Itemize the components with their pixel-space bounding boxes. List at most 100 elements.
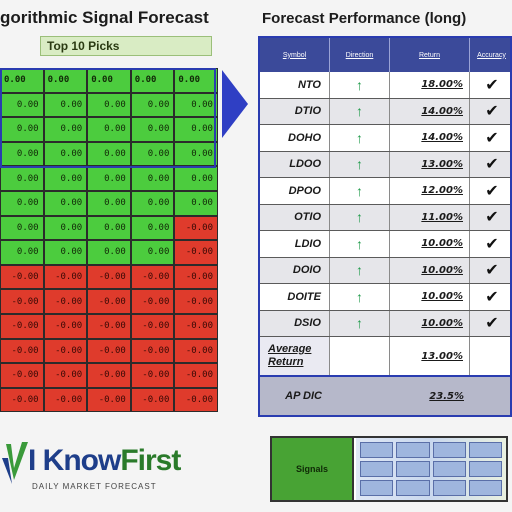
row-symbol: NTO (260, 72, 330, 98)
table-row[interactable]: DTIO ↑ 14.00% ✔ (260, 98, 510, 125)
grid-cell: 0.00 (43, 92, 88, 118)
grid-cell: 0.00 (0, 141, 44, 167)
grid-cell: 0.00 (174, 117, 218, 142)
row-return: 10.00% (390, 284, 470, 310)
header-return[interactable]: Return (390, 38, 470, 72)
grid-cell: 0.00 (87, 240, 131, 265)
grid-cell: 0.00 (0, 190, 44, 216)
preview-thumbnail[interactable]: Signals (270, 436, 508, 502)
grid-cell: -0.00 (130, 313, 175, 339)
summary-label: Average Return (260, 337, 330, 375)
grid-cell: 0.00 (130, 92, 175, 118)
row-symbol: DSIO (260, 310, 330, 336)
grid-cell: -0.00 (174, 289, 218, 314)
grid-cell: 0.00 (174, 141, 218, 167)
arrow-up-icon: ↑ (330, 231, 390, 257)
thumb-tile (468, 442, 502, 458)
header-direction[interactable]: Direction (330, 38, 390, 72)
grid-cell: 0.00 (130, 117, 175, 142)
checkmark-icon: ✔ (485, 288, 499, 306)
header-accuracy[interactable]: Accuracy (470, 38, 512, 72)
grid-cell: -0.00 (130, 264, 175, 290)
grid-cell: -0.00 (0, 264, 44, 290)
header-symbol[interactable]: Symbol (260, 38, 330, 72)
row-symbol: DTIO (260, 98, 330, 124)
company-logo: I KnowFirst DAILY MARKET FORECAST (2, 432, 202, 496)
thumb-tile (432, 461, 466, 477)
table-row[interactable]: OTIO ↑ 11.00% ✔ (260, 204, 510, 231)
grid-cell: 0.00 (43, 215, 88, 241)
thumb-tile (360, 461, 394, 477)
grid-cell: -0.00 (43, 363, 88, 388)
summary-label-line-1: Average (268, 343, 312, 355)
table-row[interactable]: DOIO ↑ 10.00% ✔ (260, 257, 510, 284)
grid-cell: 0.00 (87, 166, 131, 191)
grid-cell: -0.00 (130, 338, 175, 364)
grid-cell: 0.00 (174, 166, 218, 191)
thumbnail-preview-grid (356, 438, 506, 500)
row-return: 10.00% (390, 310, 470, 336)
row-return: 14.00% (390, 125, 470, 151)
checkmark-icon: ✔ (485, 262, 499, 280)
logo-word-2: First (120, 444, 181, 477)
grid-cell: -0.00 (87, 363, 131, 388)
grid-cell: -0.00 (0, 387, 44, 413)
table-row[interactable]: LDOO ↑ 13.00% ✔ (260, 151, 510, 178)
grid-cell: 0.00 (174, 190, 218, 216)
row-return: 12.00% (390, 178, 470, 204)
grid-cell: 0.00 (87, 92, 131, 118)
grid-cell: -0.00 (43, 289, 88, 314)
grid-cell: -0.00 (174, 338, 218, 364)
arrow-right-icon (222, 70, 248, 138)
table-row[interactable]: DPOO ↑ 12.00% ✔ (260, 178, 510, 205)
grid-cell: 0.00 (43, 68, 88, 93)
row-return: 13.00% (390, 151, 470, 177)
grid-cell: -0.00 (43, 264, 88, 290)
grid-cell: 0.00 (43, 166, 88, 191)
footer-empty (330, 377, 390, 415)
checkmark-icon: ✔ (485, 209, 499, 227)
row-symbol: LDOO (260, 151, 330, 177)
row-return: 14.00% (390, 98, 470, 124)
grid-cell: 0.00 (174, 92, 218, 118)
arrow-up-icon: ↑ (330, 98, 390, 124)
table-row[interactable]: DSIO ↑ 10.00% ✔ (260, 310, 510, 337)
logo-word-1: I Know (28, 444, 121, 477)
logo-wordmark: I KnowFirst (28, 444, 181, 478)
grid-cell: 0.00 (43, 190, 88, 216)
grid-cell: -0.00 (130, 363, 175, 388)
grid-cell: 0.00 (130, 68, 175, 93)
row-return: 18.00% (390, 72, 470, 98)
grid-cell: 0.00 (0, 92, 44, 118)
grid-cell: 0.00 (174, 68, 218, 93)
grid-cell: 0.00 (0, 240, 44, 265)
checkmark-icon: ✔ (485, 129, 499, 147)
grid-cell: 0.00 (87, 190, 131, 216)
grid-cell: 0.00 (130, 215, 175, 241)
summary-row: Average Return 13.00% (260, 337, 510, 377)
grid-cell: -0.00 (87, 289, 131, 314)
thumb-tile (360, 480, 394, 496)
grid-cell: -0.00 (130, 387, 175, 413)
grid-cell: 0.00 (130, 141, 175, 167)
table-row[interactable]: DOITE ↑ 10.00% ✔ (260, 284, 510, 311)
grid-cell: 0.00 (87, 117, 131, 142)
grid-cell: -0.00 (0, 363, 44, 388)
grid-cell: -0.00 (174, 363, 218, 388)
table-row[interactable]: LDIO ↑ 10.00% ✔ (260, 231, 510, 258)
arrow-up-icon: ↑ (330, 151, 390, 177)
grid-cell: 0.00 (87, 141, 131, 167)
grid-cell: 0.00 (130, 240, 175, 265)
row-return: 10.00% (390, 231, 470, 257)
grid-cell: 0.00 (43, 141, 88, 167)
grid-cell: 0.00 (43, 117, 88, 142)
footer-row: AP DIC 23.5% (260, 377, 510, 415)
grid-cell: -0.00 (87, 264, 131, 290)
grid-cell: -0.00 (43, 313, 88, 339)
checkmark-icon: ✔ (485, 182, 499, 200)
table-row[interactable]: NTO ↑ 18.00% ✔ (260, 72, 510, 99)
table-row[interactable]: DOHO ↑ 14.00% ✔ (260, 125, 510, 152)
summary-pct: 13.00% (390, 337, 470, 375)
logo-swoosh-icon (2, 442, 28, 484)
thumb-tile (468, 480, 502, 496)
